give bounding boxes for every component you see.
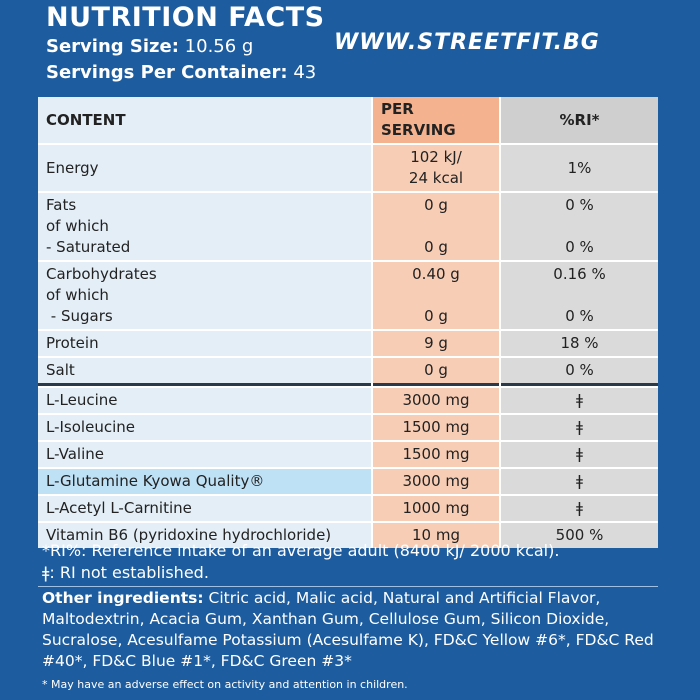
cell-text: 18 % [560,334,599,352]
cell-text: 3000 mg [402,472,470,490]
cell-text: 10 mg [412,526,460,544]
table-cell: 18 % [501,331,658,356]
cell-text: 0 g [424,307,448,325]
value: 10.56 g [184,36,254,57]
table-cell: ǂ [501,496,658,521]
cell-text: 1500 mg [402,418,470,436]
cell-text: L-Valine [46,445,104,463]
table-cell: Energy [38,145,371,191]
value: 43 [293,62,317,83]
cell-text: Fats [46,196,77,214]
cell-text: ǂ [576,418,583,436]
table-cell: 3000 mg [373,388,499,413]
cell-text: Protein [46,334,99,352]
table-cell: L-Isoleucine [38,415,371,440]
divider [38,586,658,587]
cell-text: Salt [46,361,75,379]
footnote: *RI%: Reference intake of an average adu… [42,541,560,560]
cell-text: ǂ [576,391,583,409]
table-cell: ǂ [501,469,658,494]
table-cell: 0.40 g 0 g [373,262,499,329]
table-cell: 0.16 % 0 % [501,262,658,329]
table-cell: 1500 mg [373,442,499,467]
cell-text: - Saturated [46,238,131,256]
column-header: PER SERVING [373,97,499,143]
cell-text: 0.16 % [553,265,606,283]
cell-text: L-Isoleucine [46,418,135,436]
label: Other ingredients: [42,589,204,607]
table-cell: L-Glutamine Kyowa Quality® [38,469,371,494]
table-cell: Protein [38,331,371,356]
label: Serving Size: [46,36,179,57]
cell-text: L-Glutamine Kyowa Quality® [46,472,265,490]
cell-text: 102 kJ/ [410,148,462,166]
table-cell: ǂ [501,415,658,440]
cell-text: of which [46,286,109,304]
cell-text: 1500 mg [402,445,470,463]
table-cell: 3000 mg [373,469,499,494]
cell-text: L-Leucine [46,391,118,409]
cell-text: 0 g [424,238,448,256]
table-cell: 500 % [501,523,658,548]
cell-text: 1000 mg [402,499,470,517]
table-cell: Salt [38,358,371,386]
cell-text: 0 % [565,238,594,256]
cell-text: 0 % [565,196,594,214]
table-cell: 9 g [373,331,499,356]
cell-text: 500 % [555,526,604,544]
cell-text: 0 g [424,361,448,379]
table-cell: 0 % 0 % [501,193,658,260]
website: WWW.STREETFIT.BG [334,30,600,55]
cell-text: 3000 mg [402,391,470,409]
other-ingredients: Other ingredients: Citric acid, Malic ac… [42,588,672,672]
cell-text: 1% [567,158,592,177]
cell-text: 0 g [424,196,448,214]
cell-text: Carbohydrates [46,265,157,283]
disclaimer: * May have an adverse effect on activity… [42,678,408,691]
table-cell: 1000 mg [373,496,499,521]
cell-text: - Sugars [46,307,113,325]
table-cell: 1500 mg [373,415,499,440]
column-header: %RI* [501,97,658,143]
cell-text: ǂ [576,445,583,463]
footnotes: *RI%: Reference intake of an average adu… [42,540,662,584]
table-cell: 102 kJ/24 kcal [373,145,499,191]
table-cell: 10 mg [373,523,499,548]
cell-text: Vitamin B6 (pyridoxine hydrochloride) [46,526,332,544]
table-cell: L-Acetyl L-Carnitine [38,496,371,521]
title: NUTRITION FACTS [46,2,325,33]
table-cell: Fats of which - Saturated [38,193,371,260]
cell-text: 0.40 g [412,265,460,283]
table-cell: 0 g [373,358,499,386]
text: Citric acid, Malic acid, Natural and Art… [42,589,654,670]
table-cell: L-Valine [38,442,371,467]
cell-text: ǂ [576,499,583,517]
cell-text: of which [46,217,109,235]
cell-text: 24 kcal [408,169,464,187]
table-cell: 0 g 0 g [373,193,499,260]
table-cell: Vitamin B6 (pyridoxine hydrochloride) [38,523,371,548]
cell-text: 9 g [424,334,448,352]
table-cell: 0 % [501,358,658,386]
table-cell: L-Leucine [38,388,371,413]
table-cell: ǂ [501,388,658,413]
nutrition-table: CONTENT PER SERVING %RI* Energy 102 kJ/24 kc… [38,97,658,548]
cell-text: L-Acetyl L-Carnitine [46,499,192,517]
table-cell: ǂ [501,442,658,467]
column-header: CONTENT [38,97,371,143]
label: Servings Per Container: [46,62,288,83]
servings-per-container: Servings Per Container: 43 [46,62,316,83]
cell-text: 0 % [565,361,594,379]
cell-text: 0 % [565,307,594,325]
cell-text: Energy [46,158,99,177]
table-cell: Carbohydrates of which - Sugars [38,262,371,329]
footnote: ǂ: RI not established. [42,563,209,582]
cell-text: ǂ [576,472,583,490]
serving-size: Serving Size: 10.56 g [46,36,253,57]
table-cell: 1% [501,145,658,191]
